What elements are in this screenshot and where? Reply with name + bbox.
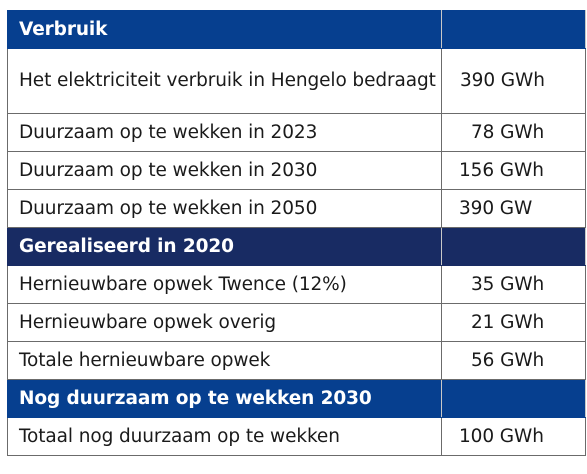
section-header-nog-duurzaam: Nog duurzaam op te wekken 2030 — [7, 379, 586, 418]
energy-table-container: Verbruik Het elektriciteit verbruik in H… — [7, 10, 586, 456]
table-row: Hernieuwbare opwek overig 21 GWh — [7, 303, 586, 342]
table-row: Duurzaam op te wekken in 2050 390 GW — [7, 189, 586, 228]
row-value: 78 GWh — [441, 113, 586, 152]
table-row: Duurzaam op te wekken in 2023 78 GWh — [7, 113, 586, 152]
table-row: Duurzaam op te wekken in 2030 156 GWh — [7, 151, 586, 190]
section-title: Gerealiseerd in 2020 — [7, 227, 442, 266]
row-label: Duurzaam op te wekken in 2030 — [7, 151, 442, 190]
section-header-empty-cell — [441, 10, 586, 49]
row-value: 35 GWh — [441, 265, 586, 304]
section-title: Verbruik — [7, 10, 442, 49]
table-row: Hernieuwbare opwek Twence (12%) 35 GWh — [7, 265, 586, 304]
table-row: Het elektriciteit verbruik in Hengelo be… — [7, 48, 586, 114]
section-header-empty-cell — [441, 227, 586, 266]
row-label: Totale hernieuwbare opwek — [7, 341, 442, 380]
row-label: Duurzaam op te wekken in 2023 — [7, 113, 442, 152]
section-header-gerealiseerd: Gerealiseerd in 2020 — [7, 227, 586, 266]
row-value: 390 GWh — [441, 48, 586, 114]
row-label: Hernieuwbare opwek overig — [7, 303, 442, 342]
table-row: Totale hernieuwbare opwek 56 GWh — [7, 341, 586, 380]
row-label: Hernieuwbare opwek Twence (12%) — [7, 265, 442, 304]
row-value: 390 GW — [441, 189, 586, 228]
row-label: Het elektriciteit verbruik in Hengelo be… — [7, 48, 442, 114]
row-value: 156 GWh — [441, 151, 586, 190]
row-value: 56 GWh — [441, 341, 586, 380]
energy-table: Verbruik Het elektriciteit verbruik in H… — [7, 10, 586, 456]
row-value: 21 GWh — [441, 303, 586, 342]
section-title: Nog duurzaam op te wekken 2030 — [7, 379, 442, 418]
row-value: 100 GWh — [441, 417, 586, 456]
section-header-verbruik: Verbruik — [7, 10, 586, 49]
section-header-empty-cell — [441, 379, 586, 418]
table-row: Totaal nog duurzaam op te wekken 100 GWh — [7, 417, 586, 456]
row-label: Totaal nog duurzaam op te wekken — [7, 417, 442, 456]
row-label: Duurzaam op te wekken in 2050 — [7, 189, 442, 228]
